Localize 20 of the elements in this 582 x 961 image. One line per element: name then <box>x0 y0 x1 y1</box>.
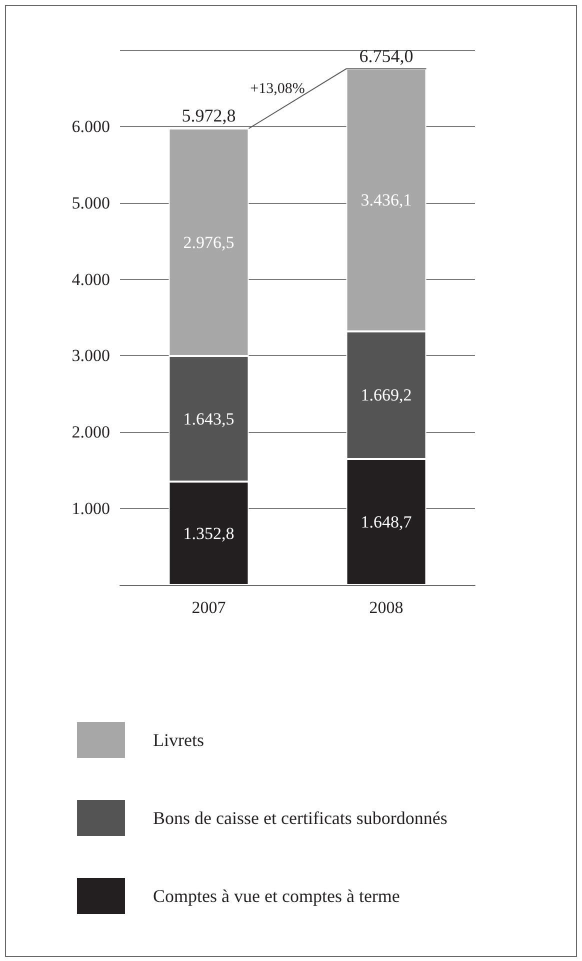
y-tick-label: 1.000 <box>72 499 110 518</box>
data-label: 2.976,5 <box>183 232 234 252</box>
total-label: 6.754,0 <box>359 46 414 66</box>
data-label: 1.669,2 <box>360 386 412 405</box>
y-tick-label: 2.000 <box>72 422 110 442</box>
data-label: 1.352,8 <box>183 524 234 543</box>
y-tick-label: 5.000 <box>72 193 110 212</box>
legend-label: Comptes à vue et comptes à terme <box>153 886 400 906</box>
x-tick-label: 2007 <box>192 598 226 617</box>
x-tick-label: 2008 <box>369 598 404 617</box>
total-label: 5.972,8 <box>182 106 236 126</box>
annotation: +13,08% <box>250 80 305 97</box>
data-label: 1.648,7 <box>360 512 412 532</box>
y-tick-label: 4.000 <box>72 270 110 289</box>
data-label: 1.643,5 <box>183 409 234 428</box>
y-tick-label: 6.000 <box>72 116 110 136</box>
legend-label: Bons de caisse et certificats subordonnés <box>153 808 448 828</box>
data-label: 3.436,1 <box>360 190 412 210</box>
y-tick-label: 3.000 <box>72 346 110 366</box>
legend-label: Livrets <box>153 730 204 750</box>
